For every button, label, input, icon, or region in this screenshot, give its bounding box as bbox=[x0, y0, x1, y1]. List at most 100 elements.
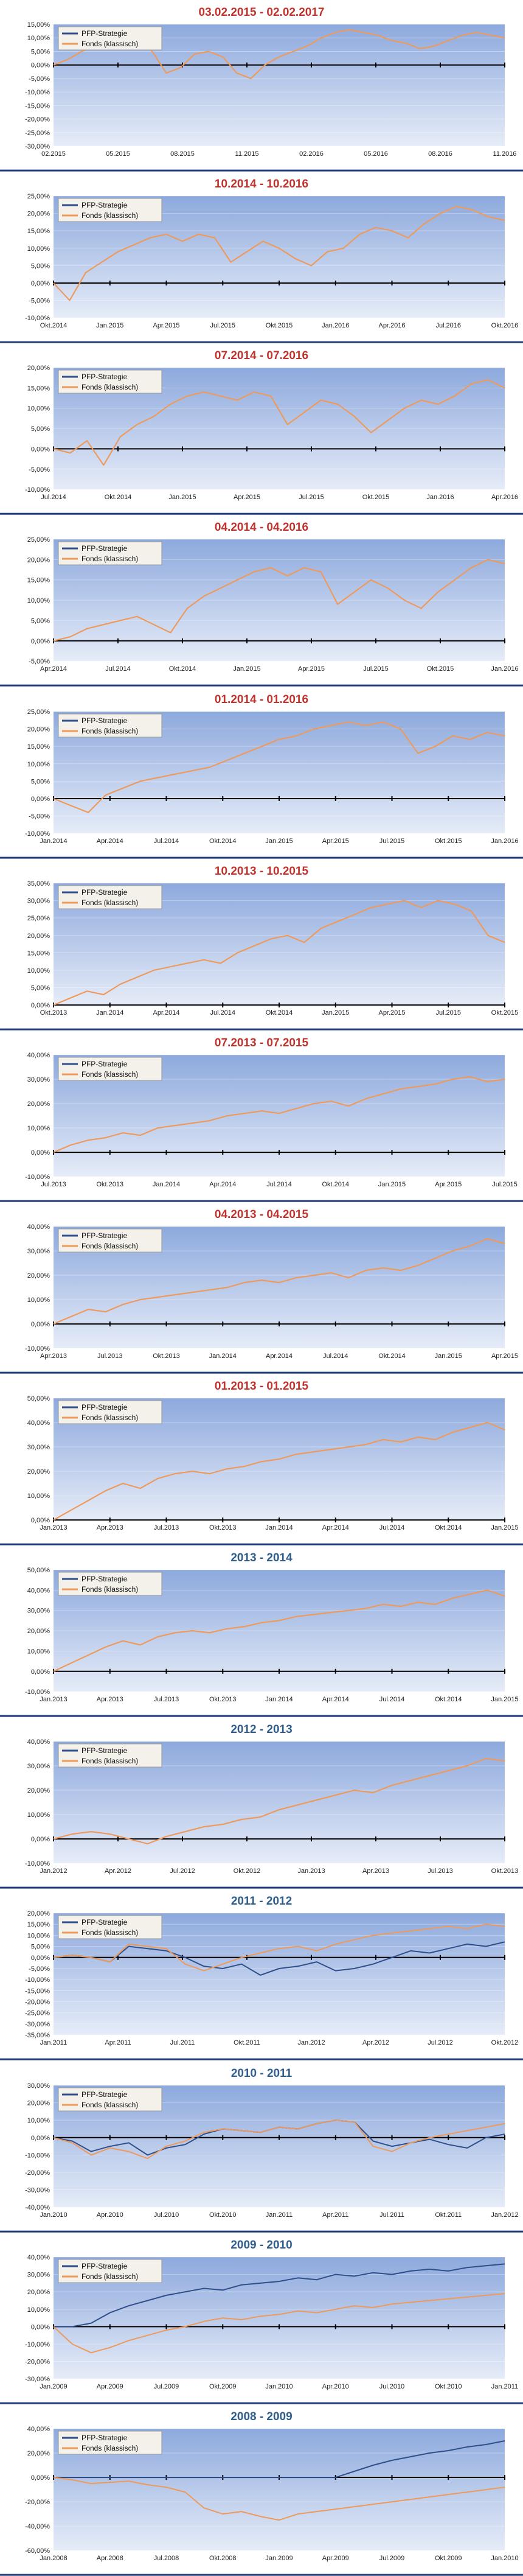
x-tick-label: Apr.2011 bbox=[322, 2211, 348, 2219]
legend: PFP-Strategie Fonds (klassisch) bbox=[58, 1743, 162, 1768]
x-tick-label: Okt.2014 bbox=[435, 1524, 462, 1531]
series-line-fund bbox=[53, 1237, 505, 1325]
y-tick-label: 5,00% bbox=[31, 984, 50, 992]
line-chart: 2011 - 2012 20,00% 15,00% 10,00% 5,00% 0,00% -… bbox=[0, 1895, 523, 2061]
x-tick-label: Jan.2010 bbox=[40, 2211, 67, 2219]
y-tick-label: 15,00% bbox=[27, 743, 50, 751]
series-line-fund bbox=[53, 206, 505, 301]
y-tick-label: -60,00% bbox=[25, 2547, 50, 2555]
y-tick-label: 15,00% bbox=[27, 228, 50, 235]
x-tick-label: Okt.2013 bbox=[40, 1009, 68, 1017]
x-tick-label: Jul.2009 bbox=[154, 2383, 179, 2390]
legend-label-strategy: PFP-Strategie bbox=[81, 716, 128, 725]
y-tick-label: 10,00% bbox=[27, 1811, 50, 1819]
x-tick-label: Jul.2015 bbox=[435, 1009, 461, 1017]
y-tick-label: -10,00% bbox=[25, 1689, 50, 1696]
legend-box bbox=[58, 1915, 162, 1939]
x-tick-label: Okt.2015 bbox=[362, 494, 390, 501]
y-tick-label: 10,00% bbox=[27, 967, 50, 975]
y-tick-label: -10,00% bbox=[25, 1977, 50, 1984]
legend: PFP-Strategie Fonds (klassisch) bbox=[58, 2431, 162, 2455]
x-tick-label: Jul.2008 bbox=[154, 2555, 179, 2562]
legend-box bbox=[58, 1057, 162, 1081]
x-tick-label: Okt.2014 bbox=[169, 666, 196, 673]
series-line-fund bbox=[53, 1076, 505, 1153]
chart-title: 07.2013 - 07.2015 bbox=[215, 1037, 309, 1049]
y-tick-label: 25,00% bbox=[27, 536, 50, 544]
y-tick-label: -15,00% bbox=[25, 1988, 50, 1995]
x-tick-label: Jan.2010 bbox=[265, 2383, 293, 2390]
y-tick-label: 0,00% bbox=[31, 795, 50, 802]
y-tick-label: -5,00% bbox=[29, 466, 50, 474]
x-tick-label: Apr.2015 bbox=[491, 1353, 518, 1360]
x-tick-label: Jan.2014 bbox=[209, 1353, 237, 1360]
chart-panel: 2013 - 2014 50,00% 40,00% 30,00% 20,00% 10,00… bbox=[0, 1545, 523, 1717]
y-tick-label: 10,00% bbox=[27, 35, 50, 42]
series-line-fund bbox=[53, 1923, 505, 1972]
x-tick-label: Jan.2014 bbox=[265, 1524, 293, 1531]
chart-panel: 2010 - 2011 30,00% 20,00% 10,00% 0,00% -10,00… bbox=[0, 2061, 523, 2233]
y-tick-label: 15,00% bbox=[27, 1922, 50, 1929]
x-tick-label: Jul.2013 bbox=[97, 1353, 123, 1360]
y-tick-label: 20,00% bbox=[27, 211, 50, 218]
series-line-fund bbox=[53, 2292, 505, 2353]
x-tick-label: Jan.2015 bbox=[168, 494, 196, 501]
x-tick-label: Jan.2012 bbox=[297, 2040, 325, 2047]
y-tick-label: -10,00% bbox=[25, 1345, 50, 1353]
y-tick-label: 0,00% bbox=[31, 1321, 50, 1328]
x-tick-label: Jul.2014 bbox=[379, 1524, 405, 1531]
legend-label-strategy: PFP-Strategie bbox=[81, 1060, 128, 1068]
x-tick-label: Jan.2011 bbox=[266, 2211, 293, 2219]
y-tick-label: 0,00% bbox=[31, 2323, 50, 2331]
y-tick-label: 25,00% bbox=[27, 915, 50, 922]
y-tick-label: 20,00% bbox=[27, 726, 50, 733]
y-tick-label: -30,00% bbox=[25, 2376, 50, 2383]
chart-panel: 10.2013 - 10.2015 35,00% 30,00% 25,00% 20,00… bbox=[0, 859, 523, 1031]
y-tick-label: 40,00% bbox=[27, 1738, 50, 1746]
y-tick-label: 50,00% bbox=[27, 1567, 50, 1574]
y-tick-label: 20,00% bbox=[27, 2450, 50, 2457]
y-tick-label: 0,00% bbox=[31, 1955, 50, 1962]
y-tick-label: 5,00% bbox=[31, 1944, 50, 1951]
x-tick-label: Okt.2014 bbox=[322, 1181, 349, 1188]
x-tick-label: Okt.2013 bbox=[209, 1524, 237, 1531]
chart-panel: 01.2013 - 01.2015 50,00% 40,00% 30,00% 20,00… bbox=[0, 1374, 523, 1545]
legend: PFP-Strategie Fonds (klassisch) bbox=[58, 369, 162, 394]
x-tick-label: Apr.2014 bbox=[266, 1353, 293, 1360]
x-tick-label: Okt.2008 bbox=[209, 2555, 237, 2562]
x-tick-label: Jan.2015 bbox=[491, 1696, 518, 1703]
legend-box bbox=[58, 713, 162, 738]
legend-box bbox=[58, 1228, 162, 1253]
x-tick-label: Okt.2012 bbox=[234, 1867, 261, 1875]
x-tick-label: Okt.2016 bbox=[491, 322, 519, 329]
legend-label-fund: Fonds (klassisch) bbox=[81, 727, 138, 735]
legend: PFP-Strategie Fonds (klassisch) bbox=[58, 2087, 162, 2112]
x-tick-label: Jan.2015 bbox=[233, 666, 260, 673]
y-tick-label: 20,00% bbox=[27, 1101, 50, 1108]
y-tick-label: -40,00% bbox=[25, 2204, 50, 2211]
x-tick-label: Apr.2010 bbox=[322, 2383, 349, 2390]
y-tick-label: 0,00% bbox=[31, 62, 50, 69]
series-line-fund bbox=[53, 379, 505, 466]
legend-label-strategy: PFP-Strategie bbox=[81, 544, 128, 553]
legend-label-fund: Fonds (klassisch) bbox=[81, 1070, 138, 1079]
y-tick-label: 30,00% bbox=[27, 1608, 50, 1615]
chart-title: 2008 - 2009 bbox=[230, 2410, 292, 2423]
x-tick-label: Jan.2015 bbox=[265, 838, 293, 845]
y-tick-label: 20,00% bbox=[27, 2099, 50, 2107]
legend-label-strategy: PFP-Strategie bbox=[81, 1231, 128, 1240]
x-tick-label: Okt.2015 bbox=[435, 838, 462, 845]
y-tick-label: 0,00% bbox=[31, 2134, 50, 2141]
y-tick-label: 35,00% bbox=[27, 880, 50, 887]
y-tick-label: -10,00% bbox=[25, 1860, 50, 1867]
legend-label-strategy: PFP-Strategie bbox=[81, 1918, 128, 1927]
x-tick-label: Jan.2013 bbox=[40, 1696, 67, 1703]
series-line-fund bbox=[53, 559, 505, 642]
legend-box bbox=[58, 369, 162, 394]
x-tick-label: Okt.2011 bbox=[234, 2040, 260, 2047]
series-line-strategy bbox=[53, 1941, 505, 1976]
y-tick-label: -35,00% bbox=[25, 2032, 50, 2040]
legend: PFP-Strategie Fonds (klassisch) bbox=[58, 198, 162, 222]
x-tick-label: Jul.2013 bbox=[428, 1867, 453, 1875]
y-tick-label: 5,00% bbox=[31, 778, 50, 785]
